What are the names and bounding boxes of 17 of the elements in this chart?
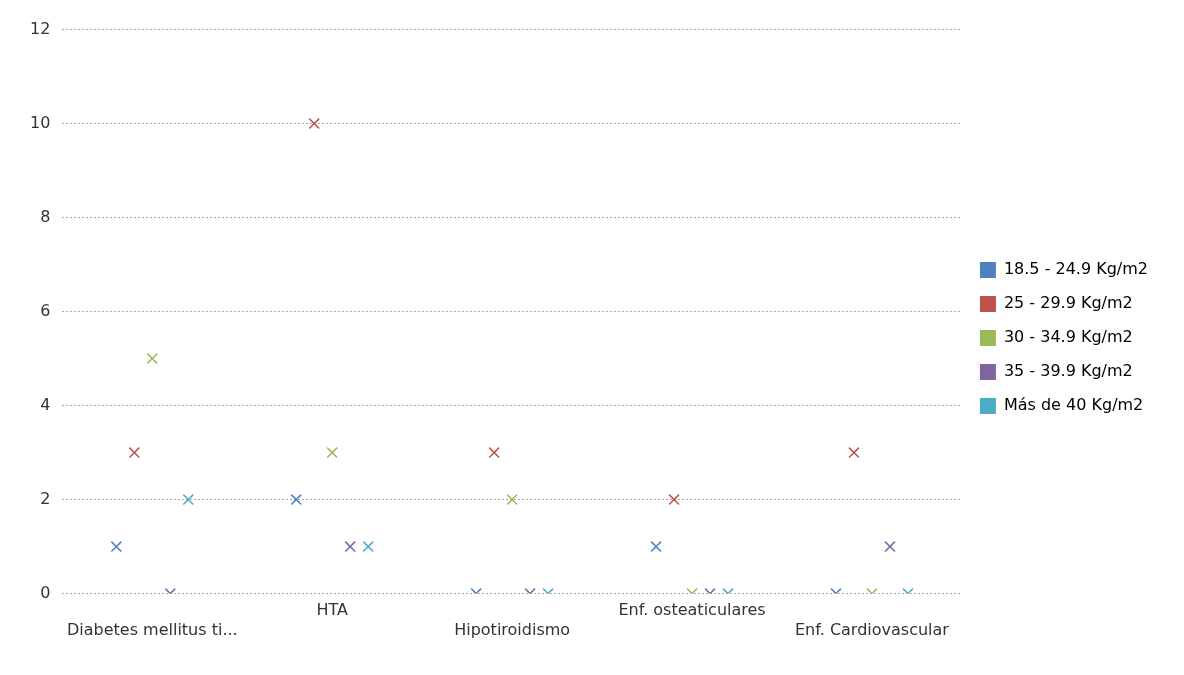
y-tick-label: 2 bbox=[40, 488, 51, 508]
legend-label: Más de 40 Kg/m2 bbox=[1003, 395, 1144, 415]
y-tick-label: 0 bbox=[40, 582, 51, 602]
x-tick-label: HTA bbox=[316, 600, 349, 620]
y-tick-label: 6 bbox=[40, 300, 51, 320]
legend-label: 25 - 29.9 Kg/m2 bbox=[1003, 293, 1133, 313]
x-tick-label: Diabetes mellitus ti... bbox=[66, 619, 238, 639]
legend-label: 30 - 34.9 Kg/m2 bbox=[1003, 327, 1133, 347]
legend-label: 35 - 39.9 Kg/m2 bbox=[1003, 361, 1133, 381]
y-tick-label: 4 bbox=[40, 394, 51, 414]
y-tick-label: 8 bbox=[40, 206, 51, 226]
y-tick-label: 12 bbox=[30, 18, 51, 38]
y-tick-label: 10 bbox=[30, 112, 51, 132]
x-tick-label: Enf. Cardiovascular bbox=[794, 619, 950, 639]
x-tick-label: Hipotiroidismo bbox=[454, 619, 571, 639]
legend-label: 18.5 - 24.9 Kg/m2 bbox=[1003, 259, 1149, 279]
x-tick-label: Enf. osteaticulares bbox=[618, 600, 766, 620]
